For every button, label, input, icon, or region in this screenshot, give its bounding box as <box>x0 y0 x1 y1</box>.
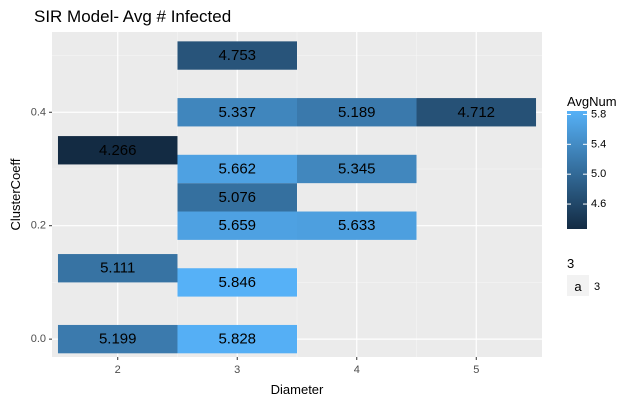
heatmap-cell <box>297 211 417 240</box>
heatmap-cell <box>57 136 178 165</box>
color-legend-label: 4.6 <box>591 198 606 210</box>
heatmap-cell <box>177 183 297 212</box>
chart-title: SIR Model- Avg # Infected <box>34 7 231 26</box>
y-axis-ticks: 0.0 0.2 0.4 <box>31 106 52 345</box>
cell-value-label: 4.266 <box>99 142 137 159</box>
size-legend-key: a <box>574 279 582 294</box>
cell-value-label: 4.753 <box>218 47 256 64</box>
cell-value-label: 5.345 <box>338 160 376 177</box>
y-tick-label: 0.0 <box>31 333 46 345</box>
y-axis-title: ClusterCoeff <box>8 158 23 230</box>
cell-value-label: 5.111 <box>100 260 135 277</box>
heatmap-cell <box>297 154 417 184</box>
color-legend-bar <box>567 111 587 229</box>
cell-labels: 5.199 5.111 4.266 5.828 5.846 5.659 5.076 5.662… <box>99 47 495 348</box>
y-tick-label: 0.2 <box>31 220 46 232</box>
cell-value-label: 5.846 <box>218 274 256 291</box>
x-tick-label: 3 <box>234 364 240 376</box>
heatmap-cell <box>177 41 297 70</box>
color-legend-label: 5.8 <box>591 108 606 120</box>
cell-value-label: 5.337 <box>218 104 256 121</box>
heatmap-cell <box>297 98 417 127</box>
x-tick-label: 4 <box>354 364 360 376</box>
y-tick-label: 0.4 <box>31 106 46 118</box>
cell-value-label: 5.189 <box>338 104 376 121</box>
color-legend-label: 5.0 <box>591 168 606 180</box>
size-legend: 3 a 3 <box>567 256 600 296</box>
cell-value-label: 5.659 <box>218 217 256 234</box>
heatmap-cell <box>416 98 537 127</box>
heatmap-cell <box>177 211 297 240</box>
heatmap-cell <box>177 98 297 127</box>
heatmap-cell <box>177 324 297 354</box>
heatmap-cell <box>57 254 178 283</box>
heatmap-cells <box>57 41 537 354</box>
color-legend-title: AvgNum <box>567 94 617 109</box>
heatmap-cell <box>177 154 297 184</box>
color-legend-ticks: 4.6 5.0 5.4 5.8 <box>567 108 606 210</box>
cell-value-label: 5.662 <box>218 160 256 177</box>
heatmap-cell <box>177 268 297 297</box>
cell-value-label: 5.828 <box>218 331 256 348</box>
size-legend-key-box <box>567 275 589 296</box>
cell-value-label: 4.712 <box>457 104 495 121</box>
x-axis-title: Diameter <box>271 382 324 397</box>
heatmap-cell <box>57 324 178 354</box>
x-tick-label: 5 <box>473 364 479 376</box>
x-axis-ticks: 2 3 4 5 <box>115 357 479 376</box>
color-legend: AvgNum 4.6 5.0 5.4 5.8 <box>567 94 617 229</box>
x-tick-label: 2 <box>115 364 121 376</box>
size-legend-label: 3 <box>594 281 600 293</box>
cell-value-label: 5.633 <box>338 217 376 234</box>
cell-value-label: 5.076 <box>218 189 256 206</box>
color-legend-label: 5.4 <box>591 138 606 150</box>
cell-value-label: 5.199 <box>99 331 137 348</box>
size-legend-title: 3 <box>567 256 574 271</box>
